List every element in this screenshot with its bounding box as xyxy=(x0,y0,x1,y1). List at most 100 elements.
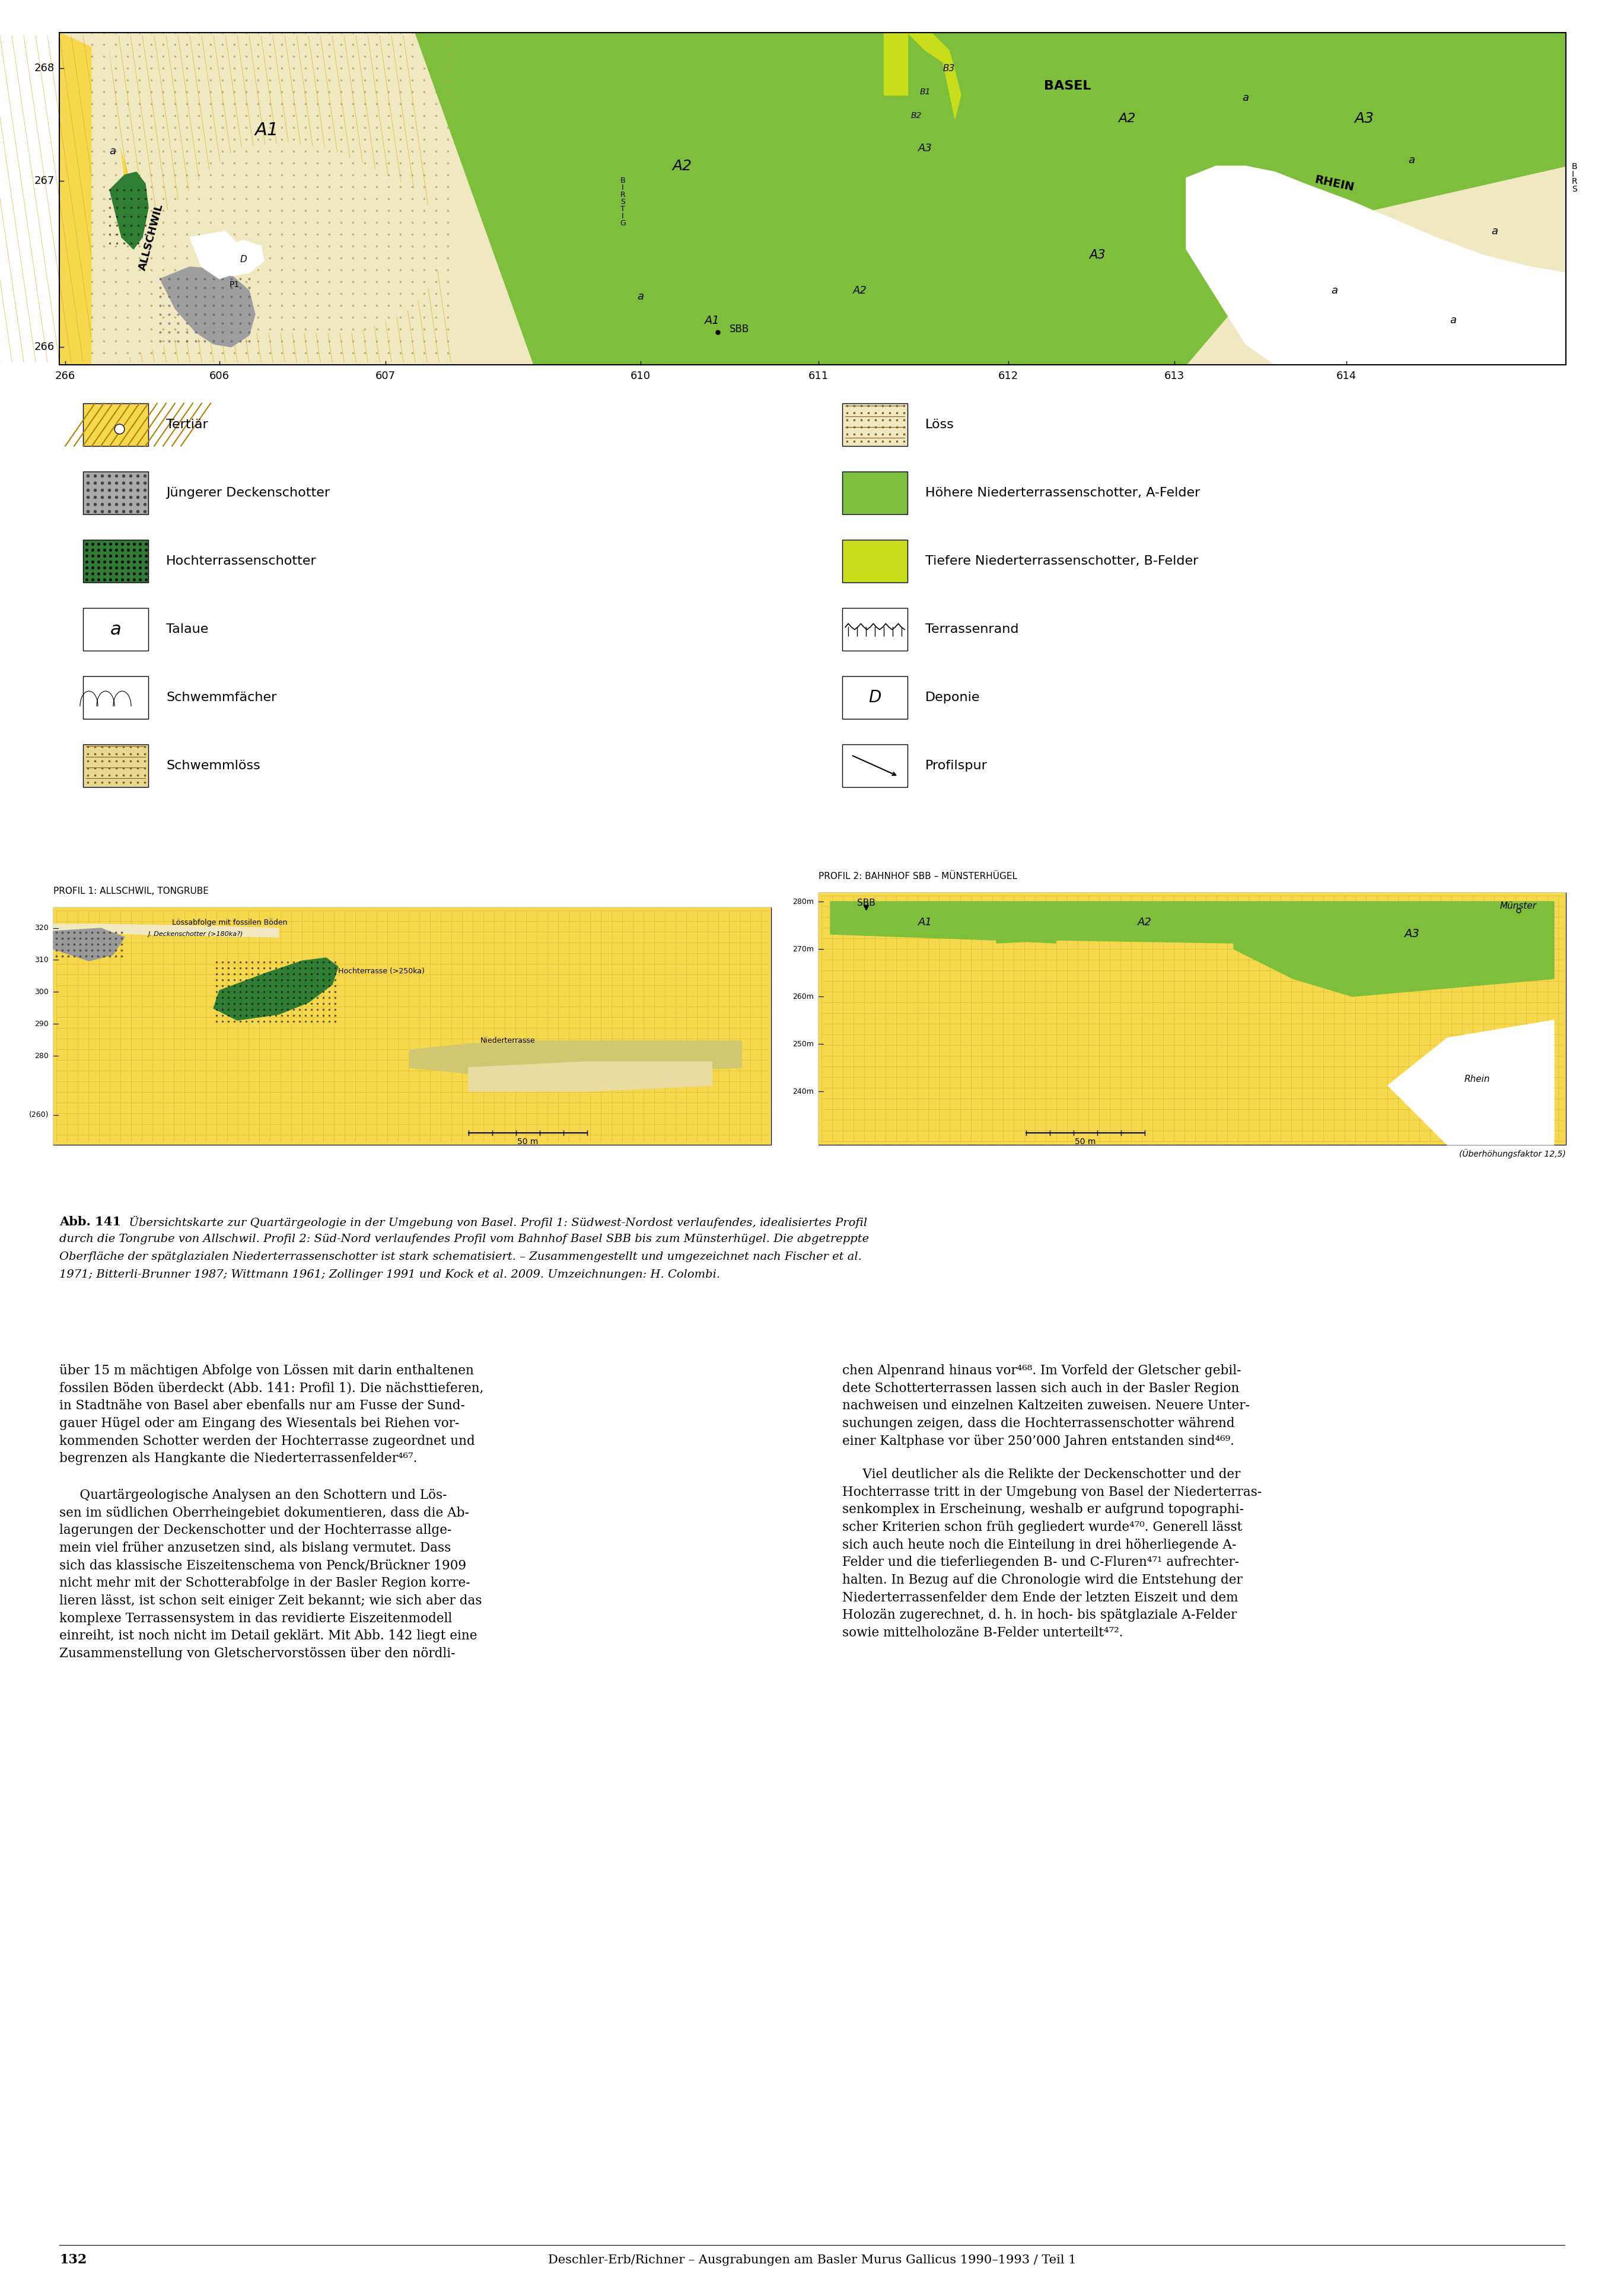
Text: P1: P1 xyxy=(229,280,239,289)
Text: 320: 320 xyxy=(34,925,49,932)
Polygon shape xyxy=(409,1040,742,1075)
Bar xyxy=(843,744,908,788)
Text: 610: 610 xyxy=(630,370,651,381)
Text: 250m: 250m xyxy=(793,1040,814,1047)
Text: a: a xyxy=(1491,225,1497,236)
Text: a: a xyxy=(1332,285,1338,296)
Text: SBB: SBB xyxy=(729,324,749,335)
Polygon shape xyxy=(190,232,244,278)
Text: Niederterrasse: Niederterrasse xyxy=(481,1038,536,1045)
Text: a: a xyxy=(1408,154,1415,165)
Text: 300: 300 xyxy=(34,987,49,996)
Text: 50 m: 50 m xyxy=(518,1137,539,1146)
Text: Rhein: Rhein xyxy=(1463,1075,1489,1084)
Polygon shape xyxy=(1275,292,1364,344)
Bar xyxy=(60,32,1566,365)
Text: 613: 613 xyxy=(1164,370,1184,381)
Text: Talaue: Talaue xyxy=(166,625,208,636)
Text: 1971; Bitterli-Brunner 1987; Wittmann 1961; Zollinger 1991 und Kock et al. 2009.: 1971; Bitterli-Brunner 1987; Wittmann 19… xyxy=(60,1270,719,1279)
Text: J. Deckenschotter (>180ka?): J. Deckenschotter (>180ka?) xyxy=(148,932,244,937)
Text: 280m: 280m xyxy=(793,898,814,905)
Text: 612: 612 xyxy=(999,370,1018,381)
Text: a: a xyxy=(1242,92,1249,103)
Text: A1: A1 xyxy=(255,122,279,140)
Text: 132: 132 xyxy=(60,2252,86,2266)
Bar xyxy=(843,675,908,719)
Text: PROFIL 1: ALLSCHWIL, TONGRUBE: PROFIL 1: ALLSCHWIL, TONGRUBE xyxy=(54,886,209,895)
Text: Tiefere Niederterrassenschotter, B-Felder: Tiefere Niederterrassenschotter, B-Felde… xyxy=(926,556,1199,567)
Text: 240m: 240m xyxy=(793,1088,814,1095)
Text: Lössabfolge mit fossilen Böden: Lössabfolge mit fossilen Böden xyxy=(172,918,287,925)
Text: 606: 606 xyxy=(209,370,229,381)
Bar xyxy=(83,675,148,719)
Polygon shape xyxy=(60,32,130,365)
Text: 268: 268 xyxy=(34,62,55,73)
Polygon shape xyxy=(93,32,445,365)
Text: 270m: 270m xyxy=(793,946,814,953)
Text: (Überhöhungsfaktor 12,5): (Überhöhungsfaktor 12,5) xyxy=(1460,1148,1566,1159)
Polygon shape xyxy=(54,928,125,960)
Text: 267: 267 xyxy=(34,174,55,186)
Text: A3: A3 xyxy=(1405,928,1419,939)
Text: D: D xyxy=(240,255,247,264)
Polygon shape xyxy=(161,266,255,347)
Polygon shape xyxy=(469,1061,711,1091)
Text: Hochterrassenschotter: Hochterrassenschotter xyxy=(166,556,317,567)
Text: Abb. 141: Abb. 141 xyxy=(60,1217,122,1228)
Text: 260m: 260m xyxy=(793,992,814,1001)
Text: Schwemmlöss: Schwemmlöss xyxy=(166,760,260,771)
Bar xyxy=(83,471,148,514)
Text: chen Alpenrand hinaus vor⁴⁶⁸. Im Vorfeld der Gletscher gebil-
dete Schotterterra: chen Alpenrand hinaus vor⁴⁶⁸. Im Vorfeld… xyxy=(843,1364,1249,1446)
Text: A3: A3 xyxy=(1090,248,1106,262)
Text: ALLSCHWIL: ALLSCHWIL xyxy=(136,202,166,271)
Text: Übersichtskarte zur Quartärgeologie in der Umgebung von Basel. Profil 1: Südwest: Übersichtskarte zur Quartärgeologie in d… xyxy=(122,1217,867,1228)
Bar xyxy=(83,608,148,650)
Text: über 15 m mächtigen Abfolge von Lössen mit darin enthaltenen
fossilen Böden über: über 15 m mächtigen Abfolge von Lössen m… xyxy=(60,1364,484,1465)
Text: Tertiär: Tertiär xyxy=(166,418,208,432)
Polygon shape xyxy=(213,957,338,1019)
Text: A3: A3 xyxy=(1354,113,1374,126)
Polygon shape xyxy=(216,241,265,276)
Text: A1: A1 xyxy=(705,315,719,326)
Polygon shape xyxy=(1186,165,1566,365)
Text: 280: 280 xyxy=(34,1052,49,1061)
Text: (260): (260) xyxy=(29,1111,49,1118)
Text: Münster: Münster xyxy=(1501,902,1536,912)
Text: a: a xyxy=(110,620,122,638)
Bar xyxy=(83,744,148,788)
Bar xyxy=(83,404,148,445)
Bar xyxy=(843,404,908,445)
Polygon shape xyxy=(60,32,1566,365)
Text: Hochterrasse (>250ka): Hochterrasse (>250ka) xyxy=(338,967,424,976)
Text: BASEL: BASEL xyxy=(1044,80,1091,92)
Text: 611: 611 xyxy=(809,370,828,381)
Text: Löss: Löss xyxy=(926,418,955,432)
Text: 310: 310 xyxy=(34,955,49,964)
Text: A2: A2 xyxy=(853,285,867,296)
Text: 266: 266 xyxy=(55,370,75,381)
Text: 607: 607 xyxy=(375,370,396,381)
Text: PROFIL 2: BAHNHOF SBB – MÜNSTERHÜGEL: PROFIL 2: BAHNHOF SBB – MÜNSTERHÜGEL xyxy=(818,872,1017,882)
Polygon shape xyxy=(54,923,279,937)
Bar xyxy=(60,32,1566,365)
Text: Quartärgeologische Analysen an den Schottern und Lös-
sen im südlichen Oberrhein: Quartärgeologische Analysen an den Schot… xyxy=(60,1488,482,1660)
Text: RHEIN: RHEIN xyxy=(1314,174,1356,193)
Text: 614: 614 xyxy=(1337,370,1356,381)
Text: durch die Tongrube von Allschwil. Profil 2: Süd-Nord verlaufendes Profil vom Bah: durch die Tongrube von Allschwil. Profil… xyxy=(60,1233,869,1244)
Polygon shape xyxy=(997,902,1293,948)
Polygon shape xyxy=(908,32,961,119)
Text: SBB: SBB xyxy=(857,898,875,907)
Polygon shape xyxy=(416,32,1246,365)
Polygon shape xyxy=(1389,1019,1554,1146)
Polygon shape xyxy=(628,32,1566,365)
Text: 50 m: 50 m xyxy=(1075,1137,1096,1146)
Text: Oberfläche der spätglazialen Niederterrassenschotter ist stark schematisiert. – : Oberfläche der spätglazialen Niederterra… xyxy=(60,1251,862,1263)
Text: A1: A1 xyxy=(918,916,932,928)
Bar xyxy=(54,907,771,1146)
Text: Viel deutlicher als die Relikte der Deckenschotter und der
Hochterrasse tritt in: Viel deutlicher als die Relikte der Deck… xyxy=(843,1467,1262,1639)
Bar xyxy=(843,471,908,514)
Text: 290: 290 xyxy=(34,1019,49,1029)
Bar xyxy=(818,893,1566,1146)
Text: a: a xyxy=(109,147,115,156)
Polygon shape xyxy=(883,32,908,94)
